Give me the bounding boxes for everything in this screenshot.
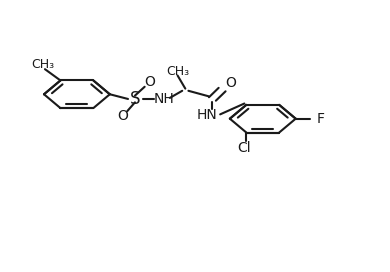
Text: CH₃: CH₃: [166, 65, 189, 78]
Text: F: F: [317, 112, 325, 126]
Text: S: S: [130, 90, 140, 108]
Text: O: O: [144, 75, 155, 89]
Text: O: O: [225, 76, 236, 89]
Text: O: O: [117, 109, 128, 123]
Text: CH₃: CH₃: [32, 58, 55, 71]
Text: HN: HN: [196, 108, 217, 122]
Text: NH: NH: [154, 92, 174, 106]
Text: Cl: Cl: [238, 141, 251, 154]
